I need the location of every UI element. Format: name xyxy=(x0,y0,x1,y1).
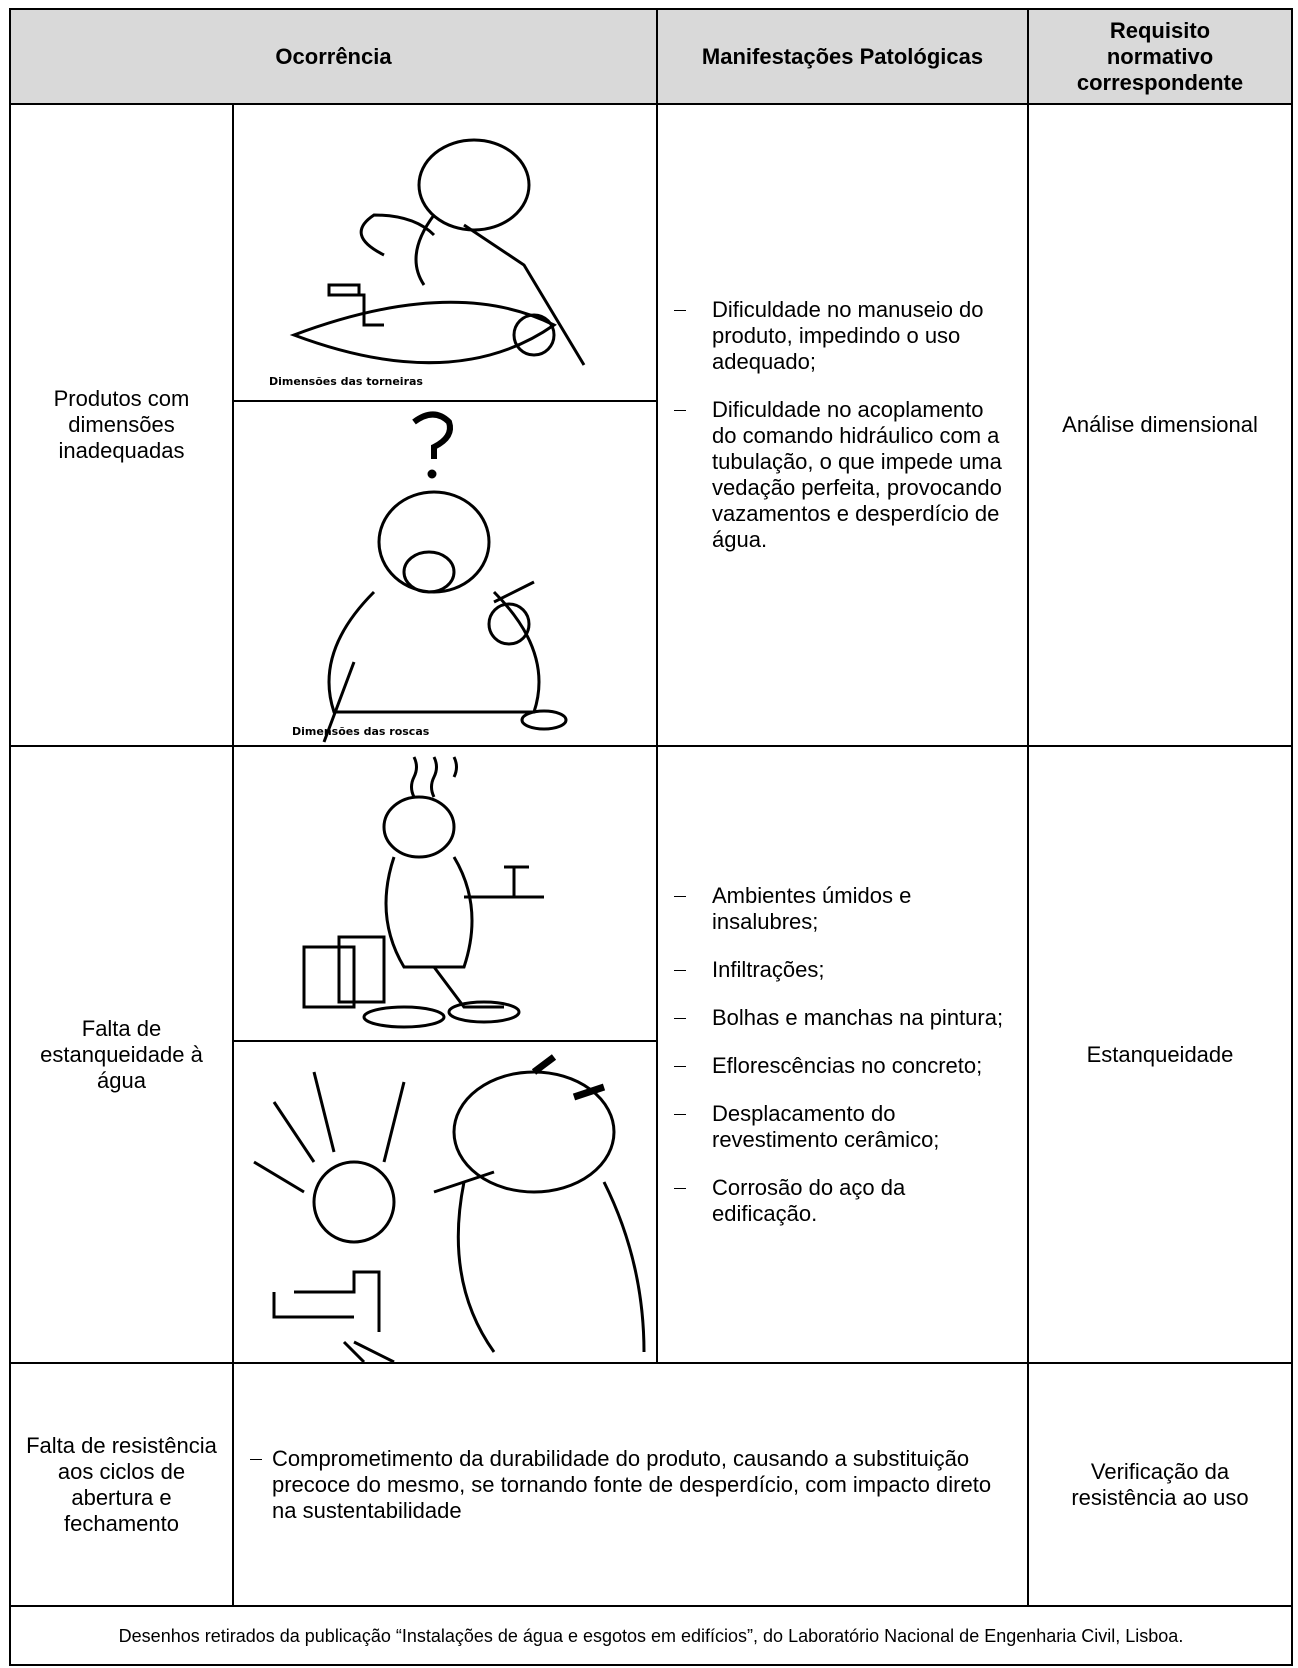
manifestation-list: Ambientes úmidos e insalubres; Infiltraçõ… xyxy=(670,883,1013,1227)
manifestation-text: Corrosão do aço da edificação. xyxy=(712,1174,906,1226)
dash xyxy=(674,1065,686,1067)
manifestation-text: Infiltrações; xyxy=(712,956,825,982)
leak-drawing xyxy=(302,756,544,1029)
dash xyxy=(674,410,686,411)
manifestation-list: Dificuldade no manuseio do produto, impe… xyxy=(670,297,1013,553)
manifestation-item: Bolhas e manchas na pintura; xyxy=(670,1005,1013,1031)
spray-drawing xyxy=(253,1054,646,1362)
footnote-text: Desenhos retirados da publicação “Instal… xyxy=(118,1625,1184,1646)
occurrence-text: Falta de estanqueidade à água xyxy=(40,1015,203,1093)
header-cell: Manifestações Patológicas xyxy=(658,10,1027,103)
manifestations: Comprometimento da durabilidade do produ… xyxy=(234,1364,1027,1605)
illustration: Dimensões das roscas xyxy=(234,402,656,745)
requirement-text: Estanqueidade xyxy=(1086,1041,1234,1067)
header-text: Requisito normativo correspondente xyxy=(1076,17,1244,95)
dash xyxy=(674,969,686,971)
header-text: Manifestações Patológicas xyxy=(701,43,984,69)
manifestation-text: Comprometimento da durabilidade do produ… xyxy=(272,1445,992,1523)
manifestation-text: Bolhas e manchas na pintura; xyxy=(712,1004,1004,1030)
manifestation-item: Eflorescências no concreto; xyxy=(670,1053,1013,1079)
dash xyxy=(674,1017,686,1019)
illustration: Dimensões das torneiras xyxy=(234,105,656,400)
header-text: Ocorrência xyxy=(275,43,392,69)
occurrence: Produtos com dimensões inadequadas xyxy=(11,105,232,745)
footnote: Desenhos retirados da publicação “Instal… xyxy=(11,1607,1291,1664)
header-cell: Requisito normativo correspondente xyxy=(1029,10,1291,103)
dash xyxy=(674,310,686,311)
manifestation-item: Comprometimento da durabilidade do produ… xyxy=(248,1446,997,1524)
manifestation-item: Infiltrações; xyxy=(670,957,1013,983)
manifestation-text: Dificuldade no acoplamento do comando hi… xyxy=(712,397,1002,552)
thread-drawing: Dimensões das roscas xyxy=(292,411,568,743)
occurrence-text: Falta de resistência aos ciclos de abert… xyxy=(26,1432,217,1536)
table: Ocorrência Manifestações Patológicas Req… xyxy=(9,8,1293,1666)
manifestations: Dificuldade no manuseio do produto, impe… xyxy=(658,105,1027,745)
dash xyxy=(250,1458,262,1460)
image-caption: Dimensões das roscas xyxy=(292,725,430,738)
manifestation-item: Dificuldade no acoplamento do comando hi… xyxy=(670,397,1013,553)
manifestation-text: Desplacamento do revestimento cerâmico; xyxy=(712,1100,940,1152)
image-caption: Dimensões das torneiras xyxy=(269,375,423,388)
manifestation-item: Ambientes úmidos e insalubres; xyxy=(670,883,1013,935)
illustration xyxy=(234,1042,656,1362)
occurrence: Falta de estanqueidade à água xyxy=(11,747,232,1362)
manifestation-text: Eflorescências no concreto; xyxy=(712,1052,983,1078)
requirement-text: Análise dimensional xyxy=(1062,412,1258,437)
manifestation-item: Desplacamento do revestimento cerâmico; xyxy=(670,1101,1013,1153)
dash xyxy=(674,1187,686,1189)
manifestation-text: Dificuldade no manuseio do produto, impe… xyxy=(712,297,984,374)
requirement-text: Verificação da resistência ao uso xyxy=(1071,1458,1249,1510)
requirement: Análise dimensional xyxy=(1029,105,1291,745)
header-cell: Ocorrência xyxy=(11,10,656,103)
occurrence: Falta de resistência aos ciclos de abert… xyxy=(11,1364,232,1605)
manifestation-item: Dificuldade no manuseio do produto, impe… xyxy=(670,297,1013,375)
manifestations: Ambientes úmidos e insalubres; Infiltraçõ… xyxy=(658,747,1027,1362)
requirement: Estanqueidade xyxy=(1029,747,1291,1362)
occurrence-text: Produtos com dimensões inadequadas xyxy=(53,386,190,463)
dash xyxy=(674,895,686,897)
dash xyxy=(674,1113,686,1115)
manifestation-text: Ambientes úmidos e insalubres; xyxy=(712,882,912,934)
faucet-drawing: Dimensões das torneiras xyxy=(269,138,586,388)
illustration xyxy=(234,747,656,1040)
manifestation-item: Corrosão do aço da edificação. xyxy=(670,1175,1013,1227)
requirement: Verificação da resistência ao uso xyxy=(1029,1364,1291,1605)
